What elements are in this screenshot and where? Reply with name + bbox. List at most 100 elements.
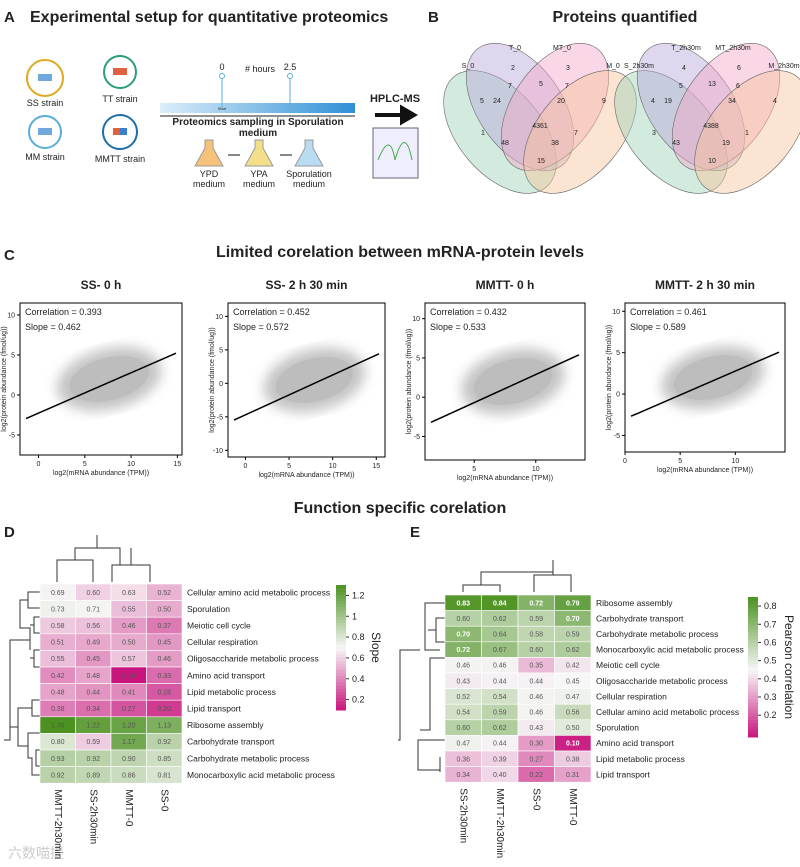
colorbar-step xyxy=(748,726,758,731)
colorbar-tick-label: 0.8 xyxy=(764,601,777,611)
x-axis-label: log2(mRNA abundance (TPM)) xyxy=(258,472,354,479)
colorbar-step xyxy=(336,650,346,655)
row-label: Sporulation xyxy=(596,723,639,733)
cell-label: 0.59 xyxy=(566,632,580,639)
colorbar-tick-label: 0.6 xyxy=(764,637,777,647)
cell-label: 0.42 xyxy=(566,663,580,670)
column-label: MMTT-0 xyxy=(567,788,578,826)
cell-label: 0.52 xyxy=(456,694,470,701)
colorbar-tick-label: 0.6 xyxy=(352,653,365,663)
y-axis-label: log2(protein abundance (fmol/ug)) xyxy=(606,325,613,430)
venn-set xyxy=(636,42,746,172)
x-tick-label: 0 xyxy=(37,461,41,468)
cell-label: 0.46 xyxy=(529,694,543,701)
colorbar-step xyxy=(748,635,758,640)
timepoint-label: 0 xyxy=(219,62,224,72)
colorbar-tick-label: 0.2 xyxy=(352,695,365,705)
y-axis-label: log2(protein abundance (fmol/ug)) xyxy=(209,327,216,432)
colorbar-step xyxy=(748,632,758,636)
colorbar-step xyxy=(336,625,346,630)
x-tick-label: 10 xyxy=(127,461,135,468)
strain-label: MMTT strain xyxy=(95,154,145,164)
cell-label: 0.70 xyxy=(456,632,470,639)
cell-label: 0.38 xyxy=(51,706,65,713)
y-tick-label: 5 xyxy=(416,355,420,362)
colorbar-step xyxy=(336,585,346,589)
cell-label: 0.89 xyxy=(86,772,100,779)
plot-frame xyxy=(624,302,786,453)
colorbar-step xyxy=(336,594,346,598)
colorbar-step xyxy=(336,616,346,620)
colorbar-step xyxy=(748,684,758,689)
colorbar-step xyxy=(748,733,758,738)
venn-region-count: 13 xyxy=(708,81,716,88)
correlation-label: Correlation = 0.461 xyxy=(630,307,707,317)
venn-region-count: 1 xyxy=(745,130,749,137)
cell-label: 0.37 xyxy=(157,623,171,630)
cell-label: 0.50 xyxy=(157,606,171,613)
cell-label: 0.55 xyxy=(51,656,65,663)
plot-title: MMTT- 0 h xyxy=(476,278,535,292)
colorbar-step xyxy=(336,600,346,605)
y-tick-label: -5 xyxy=(414,434,420,441)
column-dendrogram xyxy=(462,560,572,592)
y-tick-label: 10 xyxy=(412,316,420,323)
cell-label: 1.30 xyxy=(51,723,65,730)
cell-label: 0.59 xyxy=(493,710,507,717)
cell-label: 0.62 xyxy=(493,725,507,732)
x-tick-label: 5 xyxy=(678,458,682,465)
cell-label: 0.72 xyxy=(456,647,470,654)
colorbar-step xyxy=(748,691,758,696)
cell-label: 0.79 xyxy=(566,600,580,607)
row-label: Carbohydrate metabolic process xyxy=(596,629,718,639)
cell-label: 0.56 xyxy=(566,710,580,717)
colorbar-step xyxy=(336,669,346,673)
cell-label: 0.44 xyxy=(86,689,100,696)
colorbar-step xyxy=(748,674,758,678)
colorbar-tick-label: 1 xyxy=(352,611,357,621)
venn-region-count: 10 xyxy=(708,158,716,165)
colorbar-step xyxy=(336,647,346,652)
panel-title: Proteins quantified xyxy=(553,9,698,26)
venn-region-count: 38 xyxy=(551,140,559,147)
regression-line xyxy=(233,353,380,421)
colorbar-step xyxy=(336,641,346,645)
venn-set xyxy=(614,70,728,194)
row-label: Monocarboxylic acid metabolic process xyxy=(187,770,335,780)
venn-region-count: 3 xyxy=(566,65,570,72)
cell-label: 0.70 xyxy=(566,616,580,623)
colorbar-step xyxy=(748,628,758,633)
cell-label: 0.30 xyxy=(529,741,543,748)
timepoint-dot xyxy=(287,73,293,79)
venn-region-count: 48 xyxy=(501,140,509,147)
y-tick-label: 0 xyxy=(11,393,15,400)
correlation-label: Correlation = 0.452 xyxy=(233,307,310,317)
venn-region-count: 4 xyxy=(682,65,686,72)
cell-label: 1.22 xyxy=(86,723,100,730)
x-tick-label: 0 xyxy=(243,463,247,470)
venn-region-count: 5 xyxy=(480,98,484,105)
venn-region-count: 5 xyxy=(539,81,543,88)
cell-label: 0.45 xyxy=(86,656,100,663)
row-label: Meiotic cell cycle xyxy=(596,660,660,670)
cell-label: 0.46 xyxy=(529,710,543,717)
colorbar-step xyxy=(336,622,346,627)
colorbar-step xyxy=(748,705,758,710)
colorbar-step xyxy=(336,606,346,611)
row-label: Ribosome assembly xyxy=(187,720,264,730)
y-tick-label: 0 xyxy=(219,381,223,388)
plot-frame xyxy=(227,302,386,458)
cell-label: 0.10 xyxy=(566,741,580,748)
row-label: Carbohydrate transport xyxy=(187,737,275,747)
start-label: Start xyxy=(218,106,227,111)
colorbar-step xyxy=(748,649,758,654)
colorbar-step xyxy=(336,619,346,623)
cell-label: 0.84 xyxy=(493,600,507,607)
colorbar-tick-label: 0.5 xyxy=(764,656,777,666)
y-axis-label: log2(protein abundance (fmol/ug)) xyxy=(1,326,8,431)
colorbar-step xyxy=(336,610,346,614)
colorbar-step xyxy=(336,697,346,702)
cell-label: 0.73 xyxy=(51,606,65,613)
row-label: Monocarboxylic acid metabolic process xyxy=(596,645,744,655)
plot-frame xyxy=(19,302,183,456)
